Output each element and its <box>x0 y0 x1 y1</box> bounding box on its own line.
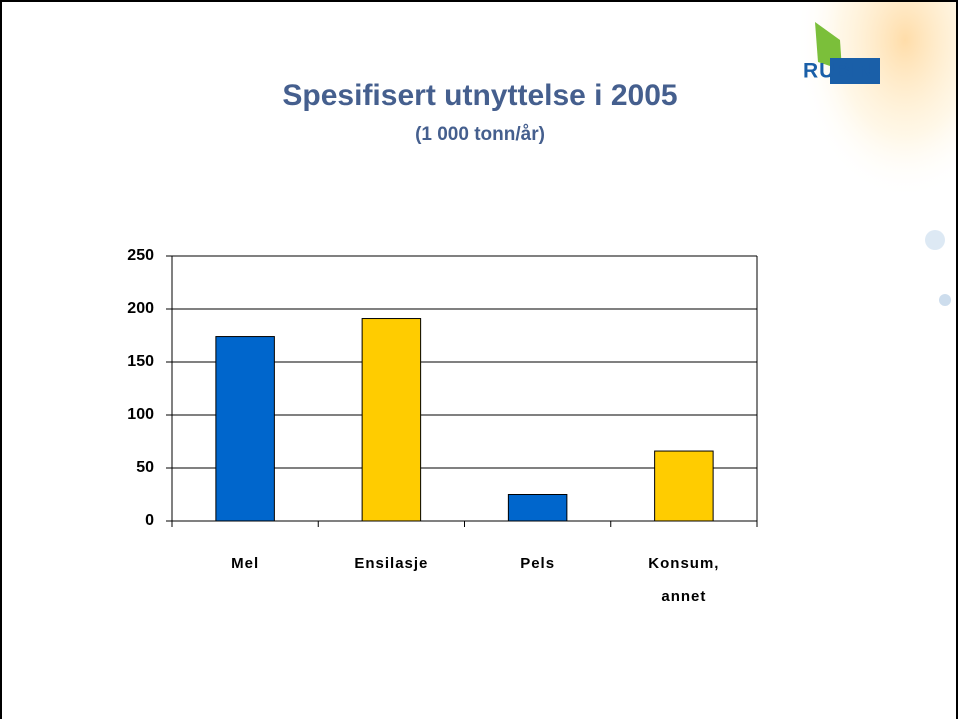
x-tick-label: Ensilasje <box>346 547 436 580</box>
bar <box>655 451 714 521</box>
x-tick-label: Pels <box>493 547 583 580</box>
logo: RUBIN <box>803 60 875 83</box>
y-tick-label: 0 <box>145 512 154 529</box>
y-tick-label: 250 <box>127 247 154 264</box>
decoration <box>925 230 945 250</box>
chart-subtitle: (1 000 tonn/år) <box>415 124 545 145</box>
slide: RUBIN Spesifisert utnyttelse i 2005 (1 0… <box>0 0 958 719</box>
y-tick-label: 50 <box>136 459 154 476</box>
y-tick-label: 100 <box>127 406 154 423</box>
x-tick-label: Konsum, annet <box>639 547 729 613</box>
chart-title: Spesifisert utnyttelse i 2005 <box>282 79 677 112</box>
bar <box>216 337 275 521</box>
y-tick-label: 150 <box>127 353 154 370</box>
decoration <box>939 294 951 306</box>
y-tick-label: 200 <box>127 300 154 317</box>
bar <box>508 495 567 522</box>
x-tick-label: Mel <box>200 547 290 580</box>
bar <box>362 319 421 521</box>
chart: RUBIN Spesifisert utnyttelse i 2005 (1 0… <box>0 0 958 719</box>
